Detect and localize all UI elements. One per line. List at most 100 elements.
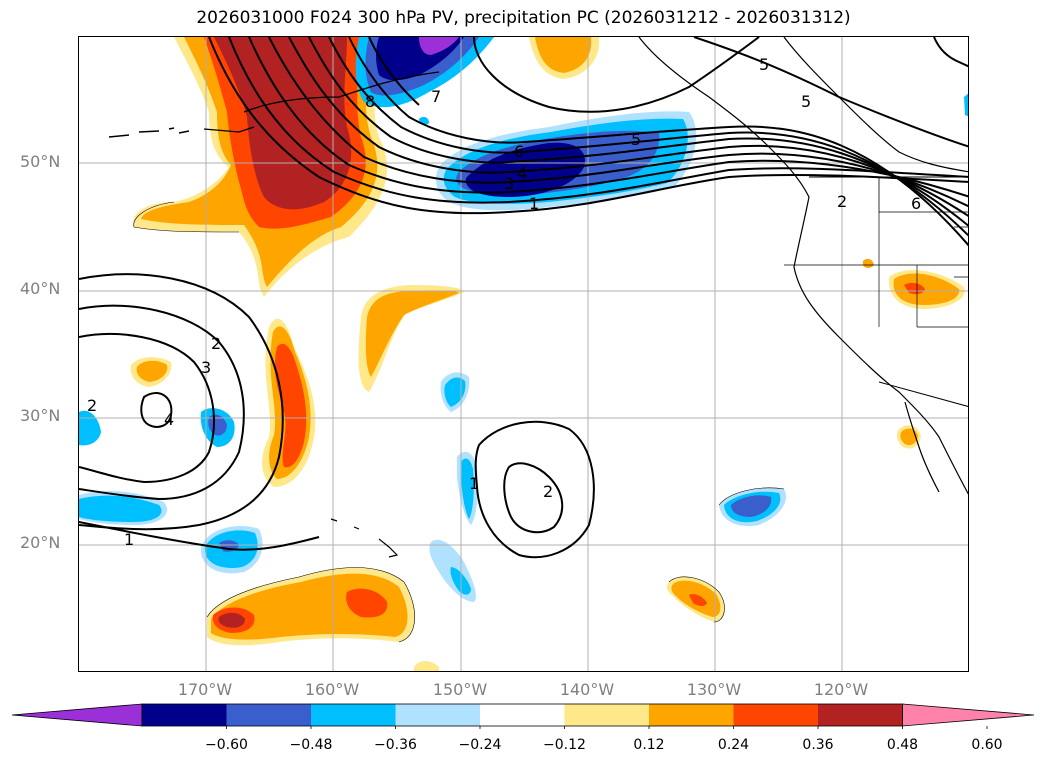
- north-america-coast: [638, 37, 968, 495]
- negative-anomaly-coast: [964, 93, 968, 117]
- contour-label: 6: [911, 194, 921, 213]
- pv-contour-jet-9: [368, 37, 420, 106]
- colorbar-extend-low: [12, 703, 143, 727]
- precipitation-fill-layer: [79, 37, 968, 671]
- pv-contour-west-core: [140, 392, 173, 428]
- positive-anomaly-south-dark: [218, 612, 245, 628]
- contour-label: 2: [543, 482, 553, 501]
- positive-anomaly-tiny-nevada: [863, 258, 874, 268]
- pv-contour-jet-6: [308, 37, 968, 227]
- positive-anomaly-east-south-red: [689, 594, 707, 606]
- aleutian-islands: [108, 127, 190, 138]
- positive-anomaly-vertical-red: [274, 343, 307, 468]
- colorbar-tick-label: 0.12: [633, 737, 665, 753]
- contour-label: 2: [837, 192, 847, 211]
- colorbar-segment: [311, 704, 396, 726]
- contour-label: 1: [469, 474, 479, 493]
- contour-label-layer: 5 8 7 6 5 3 4 1 2 2 3 4 1 1 2 5 2 6: [87, 55, 921, 549]
- contour-label: 5: [759, 55, 769, 74]
- colorbar-segment: [395, 704, 481, 726]
- pv-contour-north-loop: [473, 37, 760, 113]
- pv-contour-jet-2: [228, 37, 968, 204]
- contour-label: 3: [504, 174, 514, 193]
- contour-label: 4: [164, 410, 174, 429]
- colorbar-outline: [141, 703, 903, 727]
- positive-anomaly-small-west-orange: [136, 360, 168, 382]
- pv-contour-jet-1: [208, 37, 968, 215]
- negative-anomaly-west-band-sky: [79, 495, 162, 522]
- north-america-coast-inner: [783, 37, 968, 173]
- positive-anomaly-south-red: [346, 588, 388, 618]
- colorbar-tick-label: 0.36: [802, 737, 834, 753]
- lat-label: 50°N: [20, 152, 61, 171]
- fill-outline-layer: [133, 201, 785, 643]
- contour-label: 1: [529, 194, 539, 213]
- colorbar-tick-label: −0.36: [374, 737, 417, 753]
- pv-contour-southwest: [79, 521, 320, 551]
- contour-label: 2: [87, 396, 97, 415]
- pv-contour-west-mid: [79, 304, 245, 501]
- pv-contour-west-outer: [79, 273, 284, 531]
- contour-label: 5: [801, 92, 811, 111]
- lon-label: 170°W: [177, 680, 233, 699]
- positive-anomaly-nevada-orange: [893, 273, 960, 305]
- colorbar-extend-high: [902, 703, 1035, 727]
- colorbar-segment: [733, 704, 819, 726]
- colorbar-tick-label: −0.48: [289, 737, 333, 753]
- pv-contour-jet-8: [348, 37, 968, 247]
- negative-anomaly-150w-a-sky: [444, 377, 466, 407]
- lat-label: 40°N: [20, 279, 61, 298]
- pv-contour-north-east: [693, 37, 968, 148]
- colorbar-tick-label: −0.12: [543, 737, 586, 753]
- colorbar: [12, 703, 1035, 729]
- contour-label: 1: [124, 530, 134, 549]
- pv-contour-jet-3: [248, 37, 968, 198]
- pv-contour-jet-7: [328, 37, 968, 237]
- lat-label: 20°N: [20, 533, 61, 552]
- lon-label: 120°W: [813, 680, 869, 699]
- contour-label: 7: [431, 87, 441, 106]
- pv-contour-jet-4: [268, 37, 968, 208]
- alaska-coast: [203, 71, 440, 133]
- mexico-border: [878, 381, 968, 407]
- negative-anomaly-west-edge: [79, 410, 101, 446]
- negative-anomaly-east-royal: [731, 495, 772, 517]
- colorbar-tick-label: −0.60: [205, 737, 248, 753]
- positive-anomaly-tiny-south: [414, 661, 439, 671]
- positive-anomaly-top-middle-orange: [535, 37, 592, 73]
- contour-label: 3: [201, 358, 211, 377]
- state-lines: [784, 212, 968, 328]
- colorbar-segment: [818, 704, 903, 726]
- pv-contour-layer: [79, 37, 968, 559]
- lat-label: 30°N: [20, 406, 61, 425]
- lon-label: 130°W: [686, 680, 742, 699]
- lon-label: 150°W: [432, 680, 488, 699]
- contour-label: 6: [514, 142, 524, 161]
- colorbar-tick-label: 0.60: [971, 737, 1003, 753]
- graticule: [79, 37, 968, 671]
- contour-label: 4: [517, 164, 527, 183]
- map-panel[interactable]: 5 8 7 6 5 3 4 1 2 2 3 4 1 1 2 5 2 6: [78, 36, 969, 672]
- hawaii-islands: [330, 518, 399, 558]
- negative-anomaly-150w-b-sky: [461, 458, 474, 519]
- pv-contour-top-right-hook: [933, 37, 968, 68]
- colorbar-segment: [142, 704, 227, 726]
- pv-contour-jet-5: [288, 37, 968, 217]
- colorbar-segment: [564, 704, 650, 726]
- negative-anomaly-north-top-purple: [419, 37, 459, 55]
- colorbar-segment: [226, 704, 312, 726]
- contour-label: 5: [631, 130, 641, 149]
- colorbar-tick-label: 0.48: [886, 737, 919, 753]
- contour-label: 2: [211, 334, 221, 353]
- colorbar-segment: [649, 704, 734, 726]
- pv-contour-central-inner: [503, 462, 564, 534]
- map-title: 2026031000 F024 300 hPa PV, precipitatio…: [196, 8, 851, 28]
- coastline-layer: [108, 37, 968, 558]
- lon-label: 140°W: [559, 680, 615, 699]
- contour-label: 8: [365, 92, 375, 111]
- pv-contour-central-outer: [474, 420, 595, 559]
- positive-anomaly-central-orange: [365, 290, 459, 377]
- colorbar-segment: [480, 704, 565, 726]
- baja-coast: [904, 401, 940, 493]
- colorbar-tick-label: 0.24: [717, 737, 750, 753]
